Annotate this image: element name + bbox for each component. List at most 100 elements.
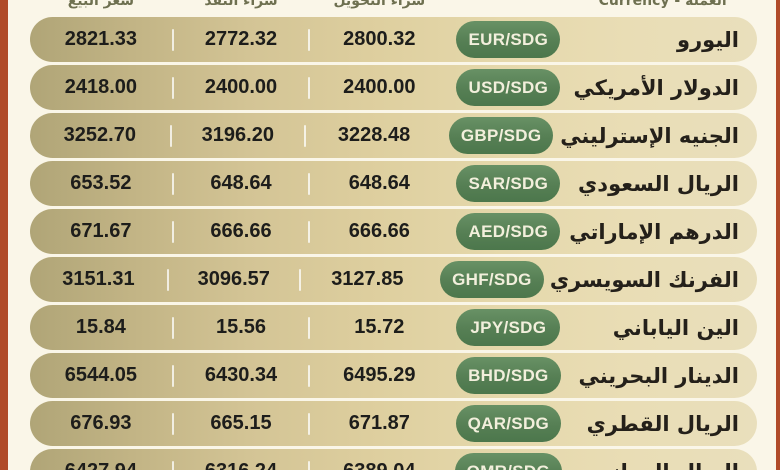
cash-buy-value: 648.64 <box>210 172 272 194</box>
transfer-buy-value: 3228.48 <box>337 124 411 146</box>
currency-row: 671.67 666.66 666.66 AED/SDG الدرهم الإم… <box>30 209 757 254</box>
column-divider <box>171 316 174 339</box>
left-border-strip <box>0 0 8 470</box>
transfer-buy-value: 671.87 <box>348 412 410 434</box>
header-col-transfer: شراء التحويل <box>310 0 448 9</box>
currency-pair-badge: EUR/SDG <box>456 21 561 58</box>
sell-price-value: 15.84 <box>75 316 126 338</box>
currency-name: الين الياباني <box>612 315 739 340</box>
header-col-cash: شراء النقد <box>174 0 308 9</box>
currency-row: 653.52 648.64 648.64 SAR/SDG الريال السع… <box>30 161 757 206</box>
table-header: سعر البيع شراء النقد شراء التحويل Curren… <box>30 0 757 17</box>
badge-wrap: QAR/SDG <box>448 405 568 442</box>
badge-wrap: OMR/SDG <box>448 453 568 470</box>
currency-name: الفرنك السويسري <box>549 267 740 292</box>
badge-wrap: BHD/SDG <box>448 357 568 394</box>
currency-name: الدينار البحريني <box>578 363 739 388</box>
sell-price-value: 671.67 <box>70 220 132 242</box>
sell-price-value: 2821.33 <box>64 28 138 50</box>
column-divider <box>298 268 301 291</box>
column-divider <box>308 220 311 243</box>
column-divider <box>171 76 174 99</box>
transfer-buy-value: 2400.00 <box>343 76 416 98</box>
currency-pair-badge: QAR/SDG <box>455 405 562 442</box>
column-divider <box>171 460 174 470</box>
currency-pair-badge: BHD/SDG <box>456 357 561 394</box>
column-divider <box>308 460 311 470</box>
column-divider <box>308 412 311 435</box>
header-col-currency: Currency - العملة <box>568 0 757 9</box>
transfer-buy-value: 2800.32 <box>343 28 416 50</box>
currency-row: 6427.94 6316.24 6389.04 OMR/SDG الريال ا… <box>30 449 757 470</box>
column-divider <box>308 172 311 195</box>
cash-buy-value: 6430.34 <box>204 364 278 386</box>
currency-pair-badge: AED/SDG <box>456 213 561 250</box>
cash-buy-value: 3196.20 <box>201 124 274 146</box>
badge-wrap: AED/SDG <box>448 213 568 250</box>
cash-buy-value: 6316.24 <box>174 460 308 470</box>
currency-name: الريال السعودي <box>578 171 739 196</box>
sell-price-value: 676.93 <box>70 412 132 434</box>
cash-buy-value: 2772.32 <box>204 28 278 50</box>
sell-price-value: 3151.31 <box>62 268 135 290</box>
currency-row: 3151.31 3096.57 3127.85 GHF/SDG الفرنك ا… <box>30 257 757 302</box>
transfer-buy-value: 648.64 <box>348 172 410 194</box>
column-divider <box>308 364 311 387</box>
transfer-buy-value: 666.66 <box>348 220 410 242</box>
column-divider <box>171 172 174 195</box>
currency-name: الريال العماني <box>568 460 757 470</box>
currency-name: الدولار الأمريكي <box>573 75 739 100</box>
badge-wrap: JPY/SDG <box>448 309 568 346</box>
currency-name: الدرهم الإماراتي <box>569 219 739 244</box>
currency-name: الجنيه الإسترليني <box>560 123 739 148</box>
badge-wrap: SAR/SDG <box>448 165 568 202</box>
currency-row: 6544.05 6430.34 6495.29 BHD/SDG الدينار … <box>30 353 757 398</box>
cash-buy-value: 666.66 <box>210 220 272 242</box>
column-divider <box>169 124 172 147</box>
transfer-buy-value: 3127.85 <box>331 268 404 290</box>
column-divider <box>308 76 311 99</box>
column-divider <box>171 412 174 435</box>
currency-name: اليورو <box>677 27 739 52</box>
sell-price-value: 6427.94 <box>30 460 172 470</box>
cash-buy-value: 2400.00 <box>204 76 278 98</box>
column-header-transfer-buy: شراء التحويل <box>333 0 426 9</box>
column-header-cash-buy: شراء النقد <box>204 0 278 9</box>
column-divider <box>308 28 311 51</box>
badge-wrap: USD/SDG <box>448 69 568 106</box>
column-divider <box>171 364 174 387</box>
header-col-sell: سعر البيع <box>30 0 172 9</box>
currency-pair-badge: GHF/SDG <box>439 261 544 298</box>
badge-wrap: GHF/SDG <box>434 261 550 298</box>
currency-row: 2418.00 2400.00 2400.00 USD/SDG الدولار … <box>30 65 757 110</box>
currency-row: 2821.33 2772.32 2800.32 EUR/SDG اليورو <box>30 17 757 62</box>
column-divider <box>304 124 307 147</box>
transfer-buy-value: 6495.29 <box>343 364 416 386</box>
badge-wrap: GBP/SDG <box>442 117 560 154</box>
currency-pair-badge: SAR/SDG <box>456 165 561 202</box>
currency-pair-badge: JPY/SDG <box>456 309 561 346</box>
cash-buy-value: 15.56 <box>215 316 267 338</box>
column-header-sell-price: سعر البيع <box>67 0 135 9</box>
sell-price-value: 2418.00 <box>64 76 138 98</box>
currency-pair-badge: OMR/SDG <box>454 453 562 470</box>
sell-price-value: 653.52 <box>70 172 132 194</box>
currency-pair-badge: USD/SDG <box>456 69 561 106</box>
column-divider <box>166 268 169 291</box>
sell-price-value: 3252.70 <box>63 124 136 146</box>
cash-buy-value: 665.15 <box>210 412 272 434</box>
currency-rows: 2821.33 2772.32 2800.32 EUR/SDG اليورو 2… <box>30 17 757 470</box>
column-divider <box>171 220 174 243</box>
transfer-buy-value: 6389.04 <box>310 460 448 470</box>
currency-row: 15.84 15.56 15.72 JPY/SDG الين الياباني <box>30 305 757 350</box>
currency-row: 676.93 665.15 671.87 QAR/SDG الريال القط… <box>30 401 757 446</box>
badge-wrap: EUR/SDG <box>448 21 568 58</box>
cash-buy-value: 3096.57 <box>197 268 270 290</box>
column-divider <box>308 316 311 339</box>
right-border-strip <box>776 0 780 470</box>
currency-pair-badge: GBP/SDG <box>448 117 554 154</box>
column-divider <box>171 28 174 51</box>
sell-price-value: 6544.05 <box>64 364 138 386</box>
column-header-currency: Currency - العملة <box>598 0 727 9</box>
